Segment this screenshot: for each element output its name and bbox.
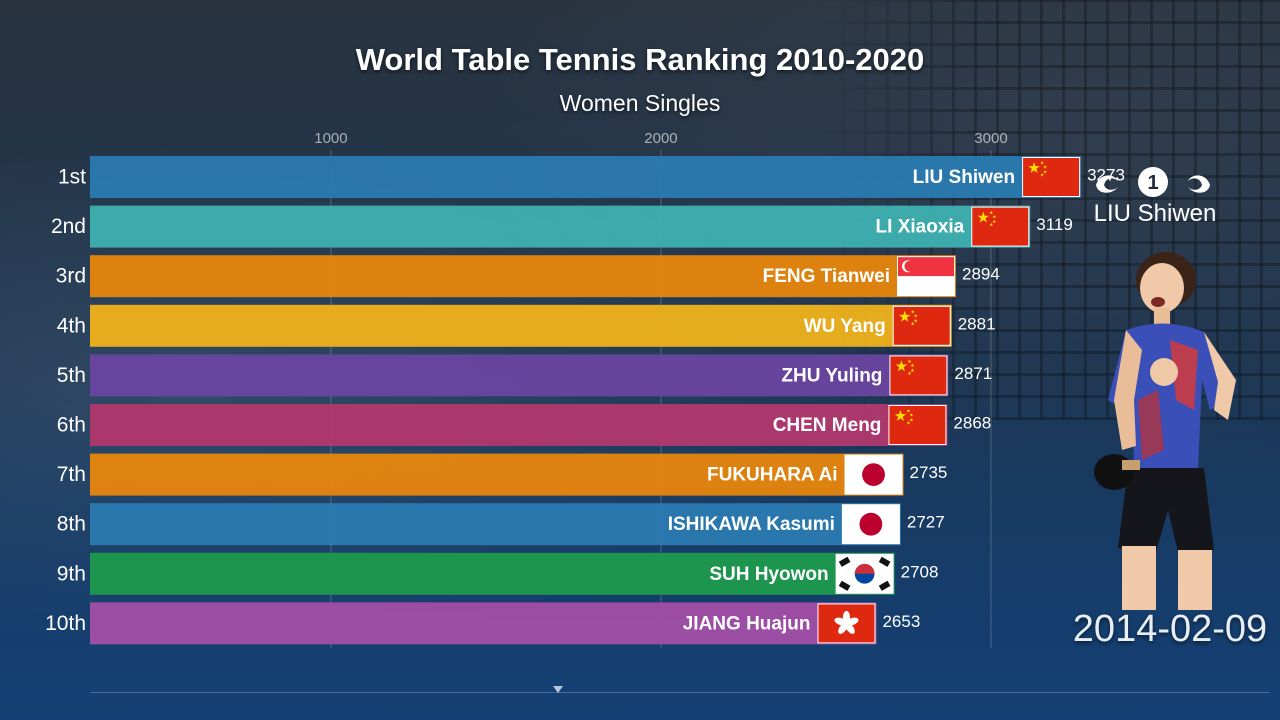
rank-label: 5th bbox=[57, 364, 86, 387]
value-label: 3119 bbox=[1036, 215, 1073, 234]
chart-title: World Table Tennis Ranking 2010-2020 bbox=[355, 42, 925, 77]
rank-label: 3rd bbox=[56, 265, 86, 288]
rank-label: 8th bbox=[57, 513, 86, 536]
bar-row: 1st LIU Shiwen 3273 bbox=[58, 156, 1125, 198]
leader-rank-ornament: 1 bbox=[1088, 165, 1218, 206]
x-tick-label: 3000 bbox=[974, 130, 1007, 147]
bar-row: 9th SUH Hyowon 2708 bbox=[57, 552, 939, 595]
china-flag-icon bbox=[971, 206, 1030, 247]
bar bbox=[90, 552, 895, 595]
rank-label: 9th bbox=[57, 562, 86, 585]
chart-subtitle: Women Singles bbox=[559, 90, 721, 116]
value-label: 2881 bbox=[958, 314, 996, 333]
singapore-flag-icon bbox=[897, 256, 956, 297]
rank-label: 1st bbox=[58, 166, 86, 189]
value-label: 2708 bbox=[901, 562, 939, 581]
value-label: 2868 bbox=[953, 413, 991, 432]
current-date: 2014-02-09 bbox=[1072, 608, 1268, 650]
bar bbox=[90, 354, 949, 397]
player-name-label: JIANG Huajun bbox=[683, 613, 811, 634]
japan-flag-icon bbox=[841, 504, 900, 545]
bar-row: 6th CHEN Meng 2868 bbox=[57, 404, 991, 446]
bar bbox=[90, 304, 952, 347]
bar bbox=[90, 503, 901, 546]
value-label: 2735 bbox=[910, 463, 948, 482]
bar bbox=[90, 404, 948, 446]
rank-label: 2nd bbox=[51, 215, 86, 238]
value-label: 2727 bbox=[907, 513, 945, 532]
x-tick-label: 2000 bbox=[644, 130, 677, 147]
player-name-label: LIU Shiwen bbox=[913, 167, 1015, 188]
player-name-label: SUH Hyowon bbox=[709, 564, 828, 585]
leader-rank-number: 1 bbox=[1147, 172, 1158, 194]
bar-row: 3rd FENG Tianwei 2894 bbox=[56, 255, 1000, 298]
bar bbox=[90, 255, 957, 298]
leader-name: LIU Shiwen bbox=[1093, 200, 1217, 227]
japan-flag-icon bbox=[844, 454, 903, 495]
china-flag-icon bbox=[892, 305, 951, 346]
china-flag-icon bbox=[888, 405, 947, 445]
value-label: 3273 bbox=[1087, 165, 1125, 184]
bar-row: 7th FUKUHARA Ai 2735 bbox=[57, 453, 948, 496]
player-name-label: ISHIKAWA Kasumi bbox=[668, 514, 835, 535]
bar-row: 8th ISHIKAWA Kasumi 2727 bbox=[57, 503, 945, 546]
player-name-label: ZHU Yuling bbox=[781, 365, 882, 386]
rank-label: 4th bbox=[57, 314, 86, 337]
x-tick-label: 1000 bbox=[314, 130, 347, 147]
player-name-label: LI Xiaoxia bbox=[876, 217, 965, 238]
value-label: 2653 bbox=[882, 612, 920, 631]
bar bbox=[90, 602, 877, 645]
timeline-track[interactable] bbox=[90, 692, 1270, 693]
bar-row: 5th ZHU Yuling 2871 bbox=[57, 354, 992, 397]
china-flag-icon bbox=[889, 355, 948, 396]
value-label: 2871 bbox=[954, 364, 992, 383]
player-name-label: CHEN Meng bbox=[773, 415, 882, 436]
timeline-marker-icon[interactable] bbox=[553, 686, 563, 693]
laurel-ornament-icon: 1 bbox=[1096, 167, 1210, 197]
china-flag-icon bbox=[1022, 157, 1081, 197]
player-name-label: FENG Tianwei bbox=[763, 266, 890, 287]
korea-flag-icon bbox=[835, 553, 894, 594]
bar bbox=[90, 453, 904, 496]
rank-label: 6th bbox=[57, 414, 86, 437]
player-photo bbox=[1094, 252, 1236, 610]
player-name-label: WU Yang bbox=[804, 316, 886, 337]
bar-row: 4th WU Yang 2881 bbox=[57, 304, 996, 347]
player-name-label: FUKUHARA Ai bbox=[707, 465, 838, 486]
hong-kong-flag-icon bbox=[817, 603, 876, 644]
bar bbox=[90, 205, 1031, 248]
bar-row: 10th JIANG Huajun 2653 bbox=[45, 602, 920, 645]
bar bbox=[90, 156, 1082, 198]
rank-label: 10th bbox=[45, 612, 86, 635]
value-label: 2894 bbox=[962, 265, 1000, 284]
rank-label: 7th bbox=[57, 463, 86, 486]
bar-row: 2nd LI Xiaoxia 3119 bbox=[51, 205, 1073, 248]
